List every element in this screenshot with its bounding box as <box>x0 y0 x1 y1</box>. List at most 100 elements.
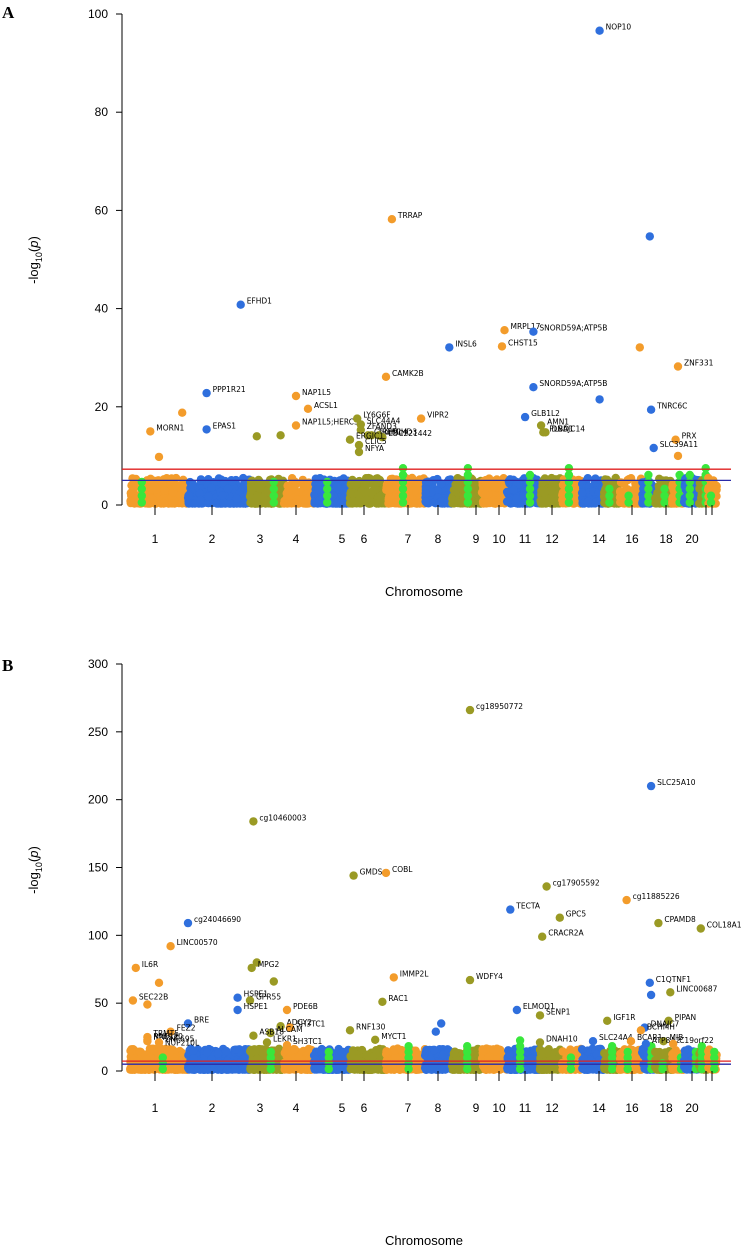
snp-point <box>668 482 677 492</box>
highlight-point <box>398 498 408 507</box>
point-label: TNRC6C <box>656 402 687 411</box>
snp-point <box>311 474 320 483</box>
highlight-point <box>269 477 278 487</box>
snp-point <box>172 482 181 491</box>
labeled-point-marker <box>497 342 507 351</box>
highlight-point <box>398 464 408 473</box>
y-tick-label: 300 <box>88 657 108 671</box>
highlight-point <box>607 1042 617 1051</box>
labeled-point-marker <box>291 421 301 430</box>
snp-point <box>382 1047 391 1056</box>
point-label: INSL6 <box>455 339 477 348</box>
highlight-point <box>706 491 716 500</box>
point-label: VIPR2 <box>427 411 449 420</box>
labeled-point-marker <box>202 425 211 434</box>
labeled-point: NAP1L5;HERC3 <box>291 418 359 430</box>
snp-point <box>227 476 237 486</box>
snp-point <box>158 479 167 488</box>
snp-point <box>337 1048 347 1057</box>
panel-b-label: B <box>2 656 13 675</box>
snp-point <box>543 1046 552 1055</box>
snp-point <box>494 1045 503 1054</box>
labeled-point: INSL6 <box>445 339 477 352</box>
labeled-point: CAMK2B <box>381 369 424 381</box>
point-label: SNORD59A;ATP5B <box>539 324 607 333</box>
snp-point <box>489 482 499 491</box>
point-label: SNORD59A;ATP5B <box>539 379 607 388</box>
snp-point <box>375 498 384 507</box>
x-tick-label: 2 <box>209 532 216 546</box>
x-tick-label: 5 <box>339 532 346 546</box>
labeled-point-marker <box>541 428 550 437</box>
highlight-point <box>525 470 535 480</box>
snp-point <box>397 1045 406 1055</box>
point-label: MORN1 <box>156 423 184 432</box>
highlight-point <box>463 464 473 473</box>
highlight-point <box>137 491 146 500</box>
snp-point <box>196 495 205 505</box>
point-label: DNAJC14 <box>552 424 586 433</box>
snp-point <box>314 484 323 494</box>
snp-point <box>549 1054 558 1064</box>
highlight-point <box>463 484 473 493</box>
snp-point <box>152 485 161 494</box>
significant-point <box>154 452 164 462</box>
labeled-point: VIPR2 <box>416 411 449 423</box>
highlight-point <box>660 484 669 493</box>
snp-point <box>184 491 193 500</box>
snp-point <box>421 489 430 498</box>
snp-point <box>391 482 401 491</box>
highlight-point <box>404 1042 413 1051</box>
highlight-point <box>269 491 278 500</box>
snp-point <box>505 475 515 484</box>
snp-point <box>437 479 446 489</box>
highlight-point <box>463 470 473 480</box>
labeled-point-marker <box>303 404 313 413</box>
snp-point <box>212 499 221 508</box>
significant-point <box>178 408 187 417</box>
x-tick-label: 16 <box>625 532 639 546</box>
highlight-point <box>137 477 146 487</box>
snp-point <box>437 497 446 506</box>
chromosome-band-1 <box>126 473 192 508</box>
labeled-point: TRRAP <box>387 211 423 224</box>
point-label: EPAS1 <box>213 421 237 430</box>
snp-point <box>168 499 178 508</box>
highlight-point <box>685 470 694 480</box>
snp-point <box>509 485 518 495</box>
snp-point <box>250 499 259 508</box>
labeled-point-marker <box>354 447 364 457</box>
snp-point <box>184 499 194 508</box>
labeled-point-marker <box>236 300 245 309</box>
snp-point <box>207 483 216 492</box>
y-tick-label: 150 <box>88 861 108 875</box>
snp-point <box>449 1049 459 1058</box>
x-tick-label: 11 <box>519 532 532 546</box>
significant-point <box>673 451 683 461</box>
snp-point <box>258 493 268 502</box>
snp-point <box>179 483 188 493</box>
x-tick-label: 14 <box>592 532 606 546</box>
labeled-point: CHST15 <box>497 338 538 351</box>
highlight-point <box>623 1047 632 1057</box>
y-tick-label: 0 <box>101 498 108 512</box>
x-tick-label: 18 <box>659 532 673 546</box>
y-tick-label: 60 <box>95 203 109 217</box>
point-label: NOP10 <box>606 23 632 32</box>
snp-point <box>471 489 480 499</box>
snp-point <box>188 1046 198 1056</box>
snp-point <box>311 1055 320 1065</box>
x-tick-label: 1 <box>152 532 159 546</box>
y-tick-label: 100 <box>88 7 108 21</box>
point-label: NFYA <box>365 444 385 453</box>
labeled-point: SLC39A11 <box>649 440 699 453</box>
point-label: SLC39A11 <box>660 440 699 449</box>
highlight-point <box>605 484 614 493</box>
labeled-point-marker <box>416 414 426 423</box>
y-tick-label: 40 <box>95 302 109 316</box>
chromosome-band-22 <box>703 473 721 508</box>
snp-point <box>250 1061 259 1070</box>
x-tick-label: 20 <box>685 532 699 546</box>
y-tick-label: 250 <box>88 725 108 739</box>
